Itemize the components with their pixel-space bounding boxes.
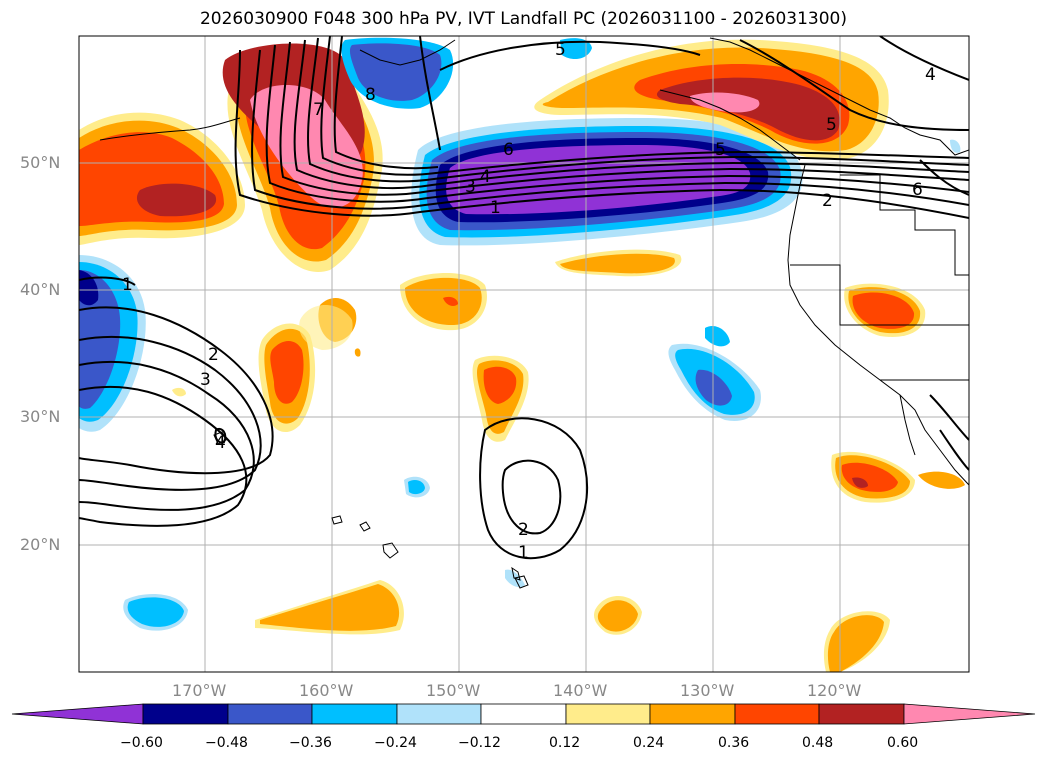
contour-label-5-north: 5 <box>715 140 726 160</box>
colorbar-segment-11 <box>903 703 1036 725</box>
lon-label-140w: 140°W <box>553 681 608 700</box>
colorbar-segment-1 <box>11 703 144 725</box>
colorbar-tick-8: 0.36 <box>718 735 750 751</box>
contour-label-5-bc: 5 <box>826 115 837 135</box>
lat-label-20n: 20°N <box>20 535 61 554</box>
contour-label-1-west: 1 <box>122 275 133 295</box>
positive-anomaly-western-edge <box>79 112 245 245</box>
colorbar-segment-5 <box>396 703 482 725</box>
map-area: 1 2 3 4 1 3 4 5 6 7 8 5 5 4 2 6 2 1 <box>79 36 969 672</box>
lon-label-130w: 130°W <box>680 681 735 700</box>
pv-contours <box>79 36 969 560</box>
colorbar-tick-1: −0.60 <box>120 735 163 751</box>
map-border <box>78 35 970 673</box>
colorbar-tick-6: 0.12 <box>549 735 581 751</box>
colorbar-tick-9: 0.48 <box>802 735 834 751</box>
contour-label-2-south: 2 <box>518 520 529 540</box>
contour-label-4-east: 4 <box>925 65 936 85</box>
contour-label-5-top: 5 <box>555 40 566 60</box>
lon-label-170w: 170°W <box>172 681 227 700</box>
colorbar-segment-6 <box>480 703 567 725</box>
contour-label-3-north: 3 <box>465 177 476 197</box>
colorbar-segment-3 <box>227 703 313 725</box>
lon-label-160w: 160°W <box>299 681 354 700</box>
contour-label-2-west: 2 <box>208 345 219 365</box>
colorbar-tick-3: −0.36 <box>289 735 332 751</box>
colorbar-tick-10: 0.60 <box>887 735 919 751</box>
contour-label-7-alaska: 7 <box>313 100 324 120</box>
colorbar-tick-2: −0.48 <box>205 735 248 751</box>
lon-label-150w: 150°W <box>426 681 481 700</box>
contour-label-3-west: 3 <box>200 370 211 390</box>
colorbar-segment-9 <box>734 703 820 725</box>
negative-anomaly-alaska <box>341 37 592 109</box>
lon-label-120w: 120°W <box>807 681 862 700</box>
contour-label-6-north: 6 <box>503 140 514 160</box>
contour-label-2-east: 2 <box>822 191 833 211</box>
contour-label-1-south: 1 <box>518 543 529 563</box>
colorbar-tick-4: −0.24 <box>374 735 417 751</box>
colorbar-tick-7: 0.24 <box>633 735 665 751</box>
graticule <box>79 36 969 672</box>
contour-label-4-north: 4 <box>480 167 491 187</box>
positive-anomaly-gulf-of-alaska <box>222 43 383 272</box>
colorbar-segment-4 <box>311 703 398 725</box>
colorbar <box>11 703 1036 725</box>
negative-anomaly-west-edge <box>79 255 146 432</box>
colorbar-tick-5: −0.12 <box>458 735 501 751</box>
lat-label-30n: 30°N <box>20 407 61 426</box>
colorbar-segment-8 <box>649 703 736 725</box>
colorbar-segment-2 <box>142 703 229 725</box>
figure-title: 2026030900 F048 300 hPa PV, IVT Landfall… <box>199 9 847 29</box>
contour-label-6-east: 6 <box>912 180 923 200</box>
colorbar-segment-10 <box>818 703 905 725</box>
contour-label-group: 1 2 3 4 1 3 4 5 6 7 8 5 5 4 2 6 2 1 <box>122 40 936 563</box>
contour-label-8-alaska: 8 <box>365 85 376 105</box>
contour-label-4-west: 4 <box>215 433 226 453</box>
colorbar-segment-7 <box>565 703 651 725</box>
lat-label-40n: 40°N <box>20 280 61 299</box>
contour-label-1-north: 1 <box>490 198 501 218</box>
lat-label-50n: 50°N <box>20 153 61 172</box>
coastlines <box>99 37 969 589</box>
